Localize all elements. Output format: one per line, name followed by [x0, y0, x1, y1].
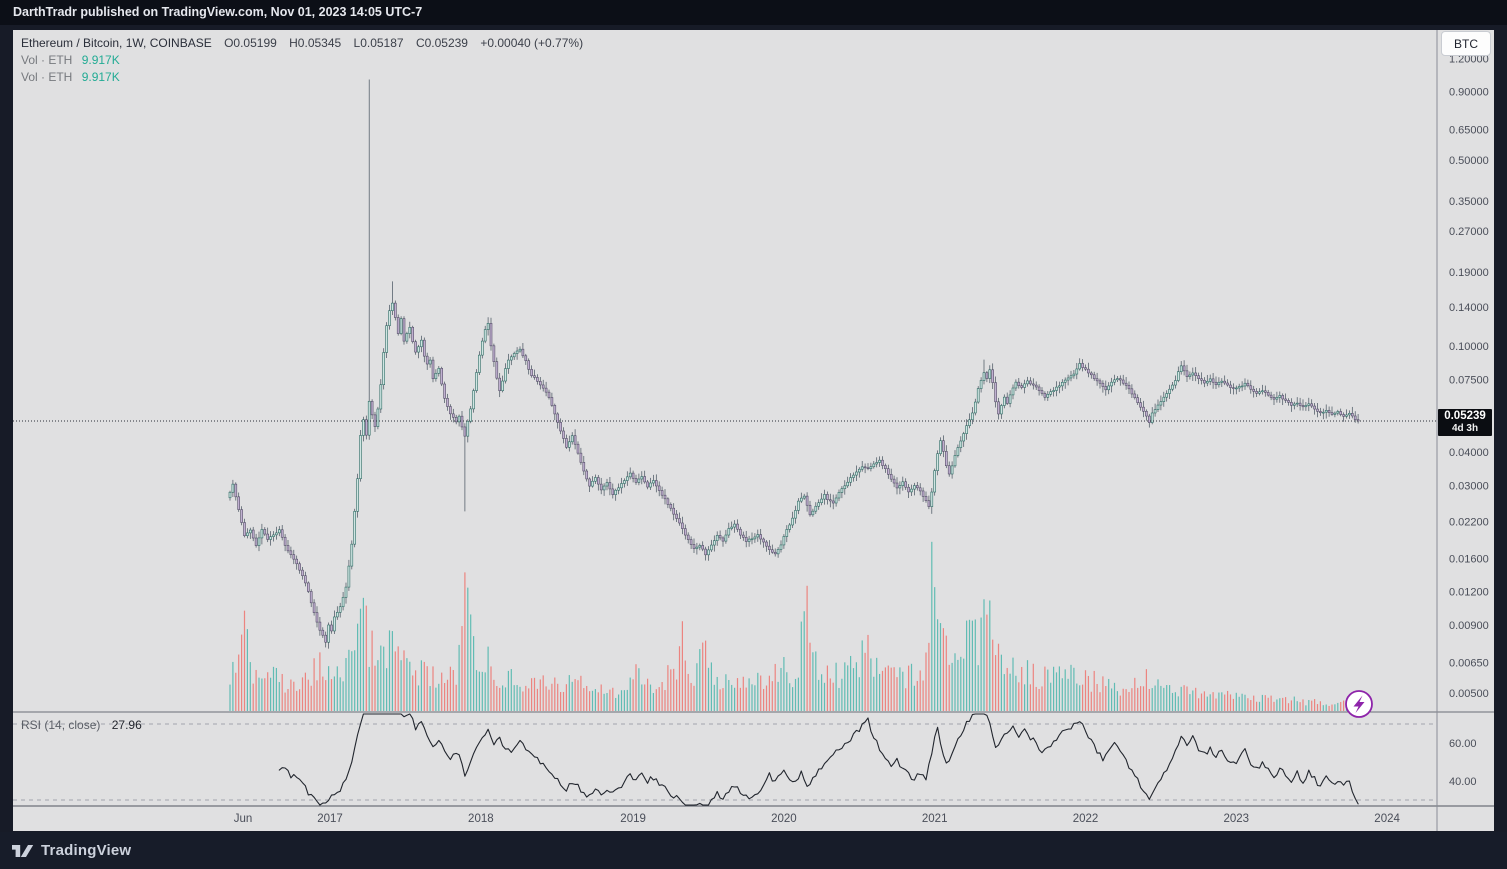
svg-text:0.90000: 0.90000	[1449, 87, 1489, 99]
svg-text:0.00500: 0.00500	[1449, 688, 1489, 700]
currency-toggle-button[interactable]: BTC	[1441, 31, 1491, 56]
svg-text:40.00: 40.00	[1449, 776, 1477, 788]
svg-text:Jun: Jun	[234, 813, 253, 825]
volume-legend-row: Vol · ETH 9.917K	[21, 53, 583, 67]
last-price-value: 0.05239	[1444, 410, 1486, 422]
svg-text:0.00900: 0.00900	[1449, 620, 1489, 632]
publish-info-bar: DarthTradr published on TradingView.com,…	[0, 0, 1507, 25]
tradingview-wordmark[interactable]: TradingView	[41, 842, 132, 859]
svg-text:2018: 2018	[468, 813, 494, 825]
svg-text:2023: 2023	[1224, 813, 1250, 825]
svg-text:0.19000: 0.19000	[1449, 267, 1489, 279]
svg-text:0.02200: 0.02200	[1449, 516, 1489, 528]
ohlc-high: H0.05345	[289, 36, 342, 50]
bar-countdown: 4d 3h	[1451, 423, 1479, 434]
svg-text:0.04000: 0.04000	[1449, 447, 1489, 459]
svg-text:2022: 2022	[1073, 813, 1099, 825]
svg-text:0.35000: 0.35000	[1449, 196, 1489, 208]
ohlc-close: C0.05239	[415, 36, 468, 50]
svg-text:0.65000: 0.65000	[1449, 124, 1489, 136]
svg-text:0.01200: 0.01200	[1449, 587, 1489, 599]
svg-text:2021: 2021	[922, 813, 948, 825]
svg-text:0.50000: 0.50000	[1449, 155, 1489, 167]
brand-bar: TradingView	[0, 832, 1507, 869]
svg-text:2017: 2017	[317, 813, 343, 825]
volume-value: 9.917K	[81, 70, 120, 84]
symbol-title: Ethereum / Bitcoin, 1W, COINBASE	[21, 36, 212, 50]
svg-text:2019: 2019	[620, 813, 646, 825]
tradingview-logo-icon[interactable]	[11, 843, 34, 859]
volume-label: Vol · ETH	[21, 70, 73, 84]
rsi-value: 27.96	[111, 718, 142, 732]
svg-text:0.00650: 0.00650	[1449, 658, 1489, 670]
svg-text:0.14000: 0.14000	[1449, 302, 1489, 314]
volume-value: 9.917K	[81, 53, 120, 67]
last-price-tag: 0.05239 4d 3h	[1438, 409, 1492, 436]
rsi-params: (14, close)	[44, 718, 101, 732]
svg-text:0.10000: 0.10000	[1449, 341, 1489, 353]
volume-label: Vol · ETH	[21, 53, 73, 67]
svg-text:2020: 2020	[771, 813, 797, 825]
ohlc-low: L0.05187	[353, 36, 404, 50]
publish-info-text: DarthTradr published on TradingView.com,…	[13, 5, 423, 19]
currency-toggle-label: BTC	[1454, 37, 1478, 51]
ohlc-change: +0.00040 (+0.77%)	[480, 36, 584, 50]
svg-text:0.01600: 0.01600	[1449, 553, 1489, 565]
symbol-ohlc-row: Ethereum / Bitcoin, 1W, COINBASE O0.0519…	[21, 36, 583, 50]
svg-text:0.07500: 0.07500	[1449, 374, 1489, 386]
chart-legend: Ethereum / Bitcoin, 1W, COINBASE O0.0519…	[21, 36, 583, 84]
boost-lightning-icon[interactable]	[1345, 690, 1373, 718]
price-chart-canvas[interactable]: 1.20000 0.90000 0.65000 0.50000 0.35000 0.270…	[13, 30, 1494, 831]
svg-text:2024: 2024	[1374, 813, 1400, 825]
svg-text:0.03000: 0.03000	[1449, 481, 1489, 493]
rsi-legend: RSI (14, close) 27.96	[21, 718, 142, 732]
chart-block: 1.20000 0.90000 0.65000 0.50000 0.35000 0.270…	[13, 30, 1494, 831]
svg-text:0.27000: 0.27000	[1449, 226, 1489, 238]
svg-text:1.20000: 1.20000	[1449, 53, 1489, 65]
volume-legend-row: Vol · ETH 9.917K	[21, 70, 583, 84]
rsi-name: RSI	[21, 718, 42, 732]
ohlc-open: O0.05199	[224, 36, 277, 50]
svg-text:60.00: 60.00	[1449, 738, 1477, 750]
